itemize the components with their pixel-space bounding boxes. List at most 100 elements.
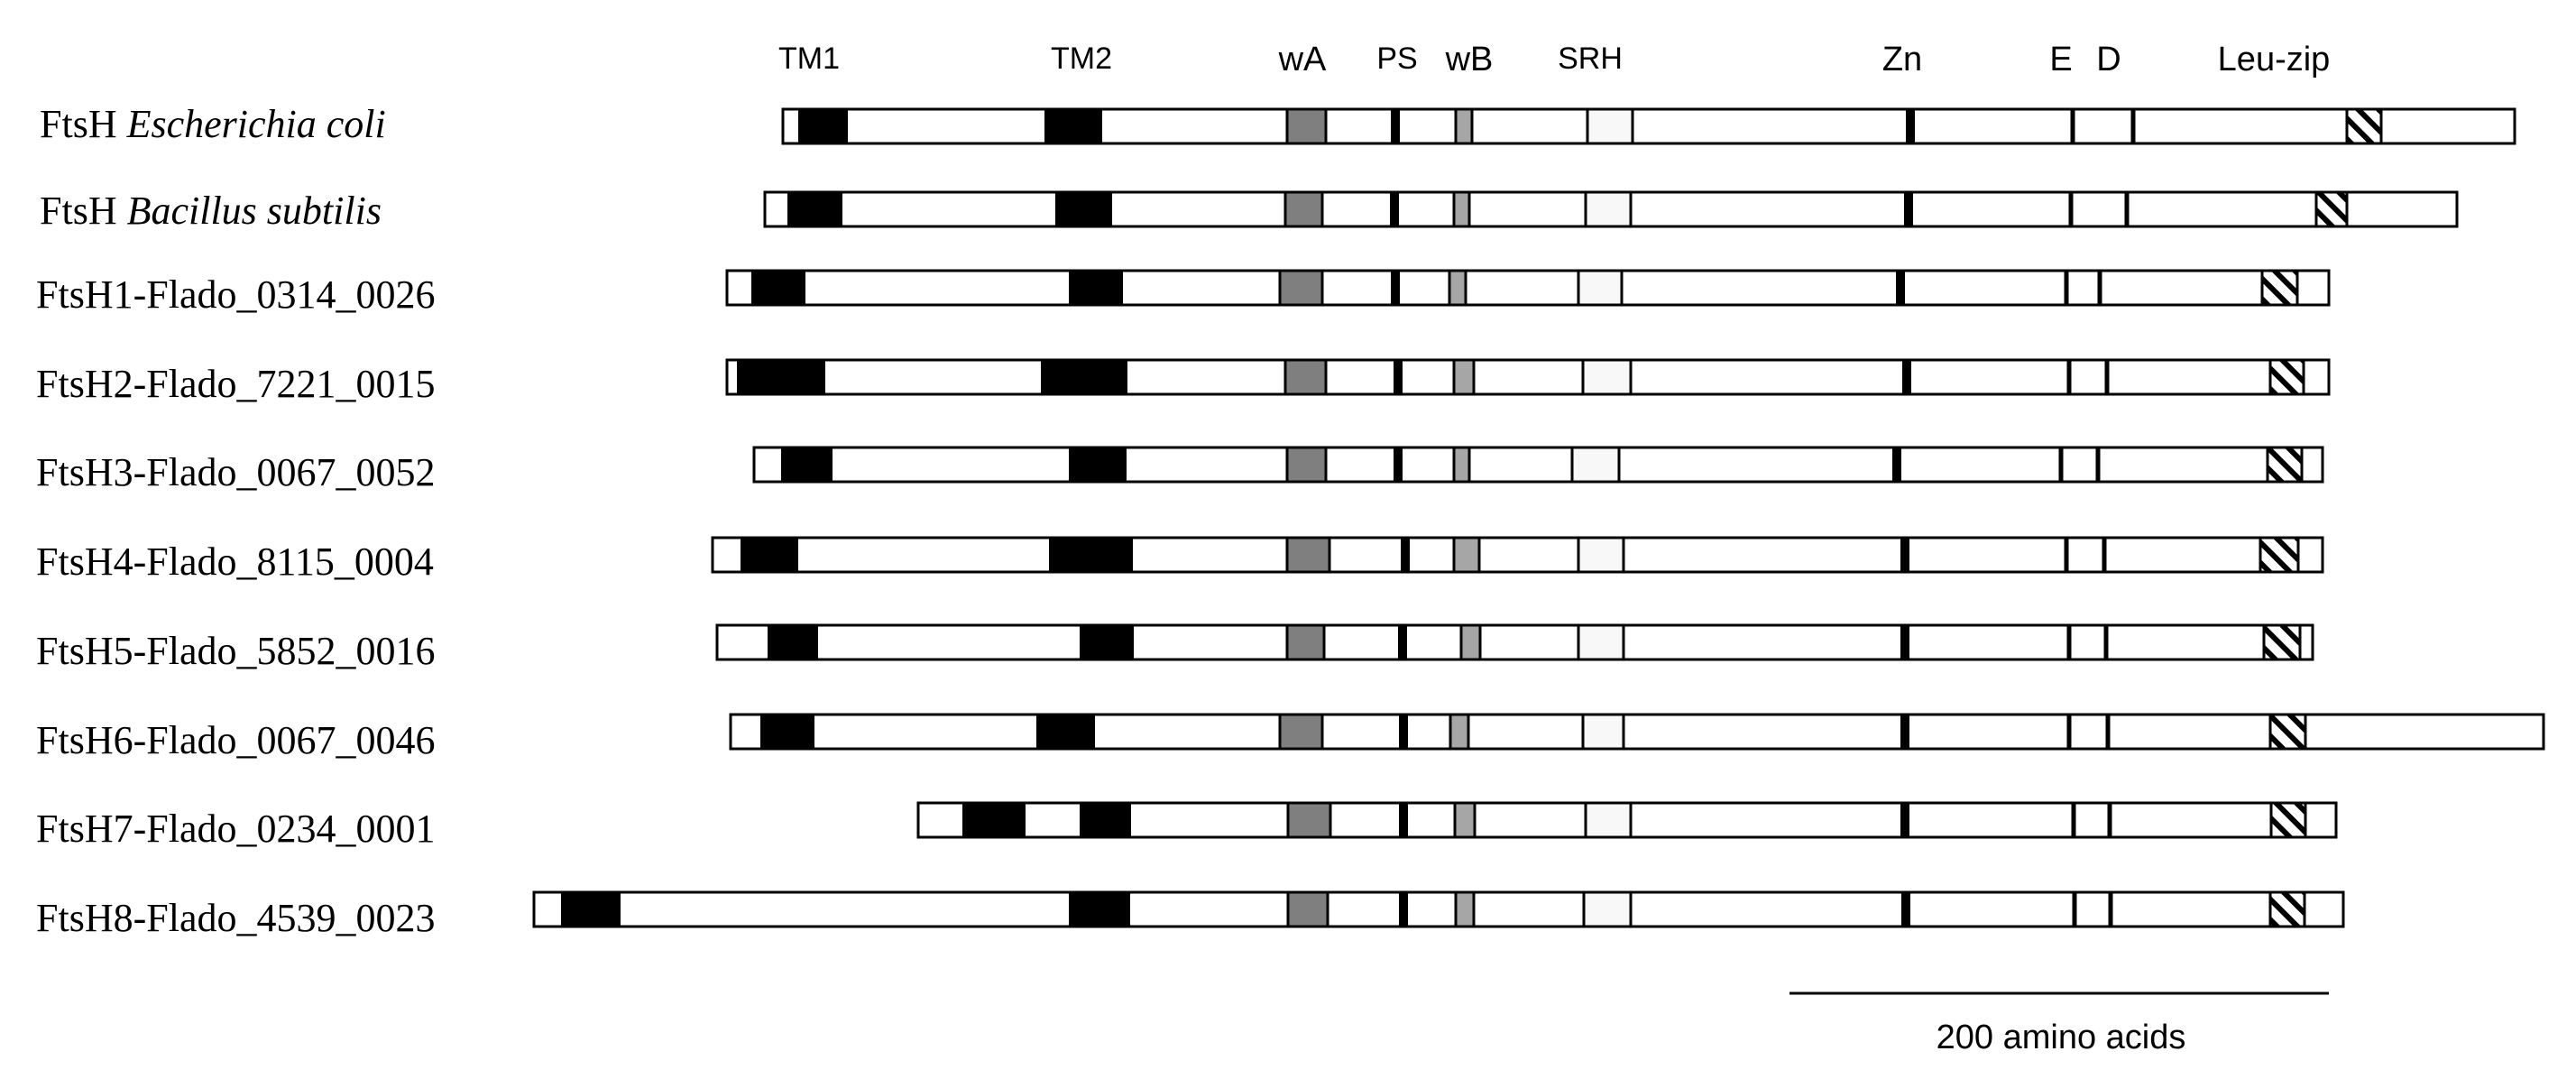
walker-a-motif xyxy=(1283,190,1324,228)
protein-outline xyxy=(729,713,2545,751)
protein-name: FtsH xyxy=(40,102,117,146)
leucine-zipper-motif xyxy=(2268,890,2306,928)
tm1-segment xyxy=(768,625,818,659)
walker-b-motif xyxy=(1459,623,1482,661)
pore-site-motif xyxy=(1394,447,1403,482)
protein-backbone xyxy=(725,358,2331,396)
header-d: D xyxy=(2096,41,2121,78)
walker-b-motif xyxy=(1452,190,1471,228)
walker-a-motif xyxy=(1285,536,1331,574)
srh-region xyxy=(1577,623,1625,661)
protein-bar-ftsh6 xyxy=(729,713,2545,751)
protein-bar-ftsh4 xyxy=(711,536,2324,574)
protein-name: FtsH xyxy=(40,189,117,233)
protein-label-ftsh4: FtsH4-Flado_8115_0004 xyxy=(36,540,434,584)
pore-site-motif xyxy=(1390,192,1399,226)
walker-a-motif xyxy=(1285,446,1328,484)
scale-bar: 200 amino acids xyxy=(1789,991,2329,1056)
zn-binding-motif xyxy=(1896,271,1905,305)
leucine-zipper-motif xyxy=(2269,801,2307,839)
srh-region xyxy=(1582,890,1633,928)
pore-site-motif xyxy=(1399,715,1408,749)
protein-bar-ftsh2 xyxy=(725,358,2331,396)
protein-label-ftsh1: FtsH1-Flado_0314_0026 xyxy=(36,272,435,317)
protein-bars xyxy=(532,107,2545,928)
zn-binding-motif xyxy=(1902,360,1911,394)
srh-region xyxy=(1577,536,1625,574)
header-zn: Zn xyxy=(1882,41,1922,78)
tm2-segment xyxy=(1080,803,1131,837)
zn-binding-motif xyxy=(1901,892,1910,927)
tm1-segment xyxy=(760,715,814,749)
zn-binding-motif xyxy=(1904,192,1913,226)
tm2-segment xyxy=(1036,715,1095,749)
leucine-zipper-motif xyxy=(2268,713,2307,751)
protein-backbone xyxy=(781,107,2516,145)
protein-backbone xyxy=(532,890,2345,928)
tm1-segment xyxy=(798,109,848,143)
header-tm1: TM1 xyxy=(778,42,840,76)
protein-label-ftsh5: FtsH5-Flado_5852_0016 xyxy=(36,629,435,673)
pore-site-motif xyxy=(1391,271,1400,305)
srh-region xyxy=(1577,269,1624,307)
tm2-segment xyxy=(1044,109,1102,143)
protein-outline xyxy=(725,269,2331,307)
header-srh: SRH xyxy=(1558,42,1623,76)
protein-outline xyxy=(711,536,2324,574)
protein-backbone xyxy=(715,623,2314,661)
walker-a-motif xyxy=(1278,713,1324,751)
leucine-zipper-motif xyxy=(2345,107,2383,145)
pore-site-motif xyxy=(1399,892,1408,927)
walker-b-motif xyxy=(1453,801,1477,839)
zn-binding-motif xyxy=(1900,538,1909,572)
leucine-zipper-motif xyxy=(2314,190,2349,228)
tm1-segment xyxy=(737,360,825,394)
protein-backbone xyxy=(725,269,2331,307)
protein-label-ecoli: FtsH Escherichia coli xyxy=(40,102,386,146)
leucine-zipper-motif xyxy=(2259,536,2300,574)
walker-a-motif xyxy=(1285,623,1326,661)
zn-binding-motif xyxy=(1900,715,1909,749)
header-leu-zip: Leu-zip xyxy=(2218,41,2331,78)
organism-name: Bacillus subtilis xyxy=(127,189,382,233)
tm2-segment xyxy=(1041,360,1127,394)
pore-site-motif xyxy=(1399,803,1408,837)
protein-backbone xyxy=(729,713,2545,751)
walker-b-motif xyxy=(1454,890,1476,928)
zn-binding-motif xyxy=(1892,447,1901,482)
pore-site-motif xyxy=(1391,109,1400,143)
tm2-segment xyxy=(1069,892,1130,927)
pore-site-motif xyxy=(1401,538,1410,572)
walker-b-motif xyxy=(1454,107,1474,145)
tm2-segment xyxy=(1055,192,1112,226)
walker-b-motif xyxy=(1452,446,1471,484)
protein-outline xyxy=(781,107,2516,145)
srh-region xyxy=(1581,358,1633,396)
walker-b-motif xyxy=(1452,358,1476,396)
tm1-segment xyxy=(781,447,833,482)
zn-binding-motif xyxy=(1900,625,1909,659)
protein-outline xyxy=(725,358,2331,396)
pore-site-motif xyxy=(1398,625,1407,659)
walker-a-motif xyxy=(1286,890,1329,928)
protein-label-ftsh7: FtsH7-Flado_0234_0001 xyxy=(36,807,435,851)
walker-a-motif xyxy=(1285,107,1328,145)
protein-backbone xyxy=(752,446,2324,484)
protein-outline xyxy=(715,623,2314,661)
protein-bar-ftsh1 xyxy=(725,269,2331,307)
protein-labels: FtsH Escherichia coli FtsH Bacillus subt… xyxy=(36,102,435,940)
walker-a-motif xyxy=(1286,801,1332,839)
walker-a-motif xyxy=(1283,358,1328,396)
header-e: E xyxy=(2049,41,2072,78)
tm2-segment xyxy=(1080,625,1134,659)
pore-site-motif xyxy=(1394,360,1403,394)
tm1-segment xyxy=(561,892,621,927)
leucine-zipper-motif xyxy=(2268,358,2305,396)
srh-region xyxy=(1570,446,1621,484)
zn-binding-motif xyxy=(1906,109,1915,143)
header-tm2: TM2 xyxy=(1051,42,1112,76)
srh-region xyxy=(1581,713,1625,751)
protein-bar-ecoli xyxy=(781,107,2516,145)
